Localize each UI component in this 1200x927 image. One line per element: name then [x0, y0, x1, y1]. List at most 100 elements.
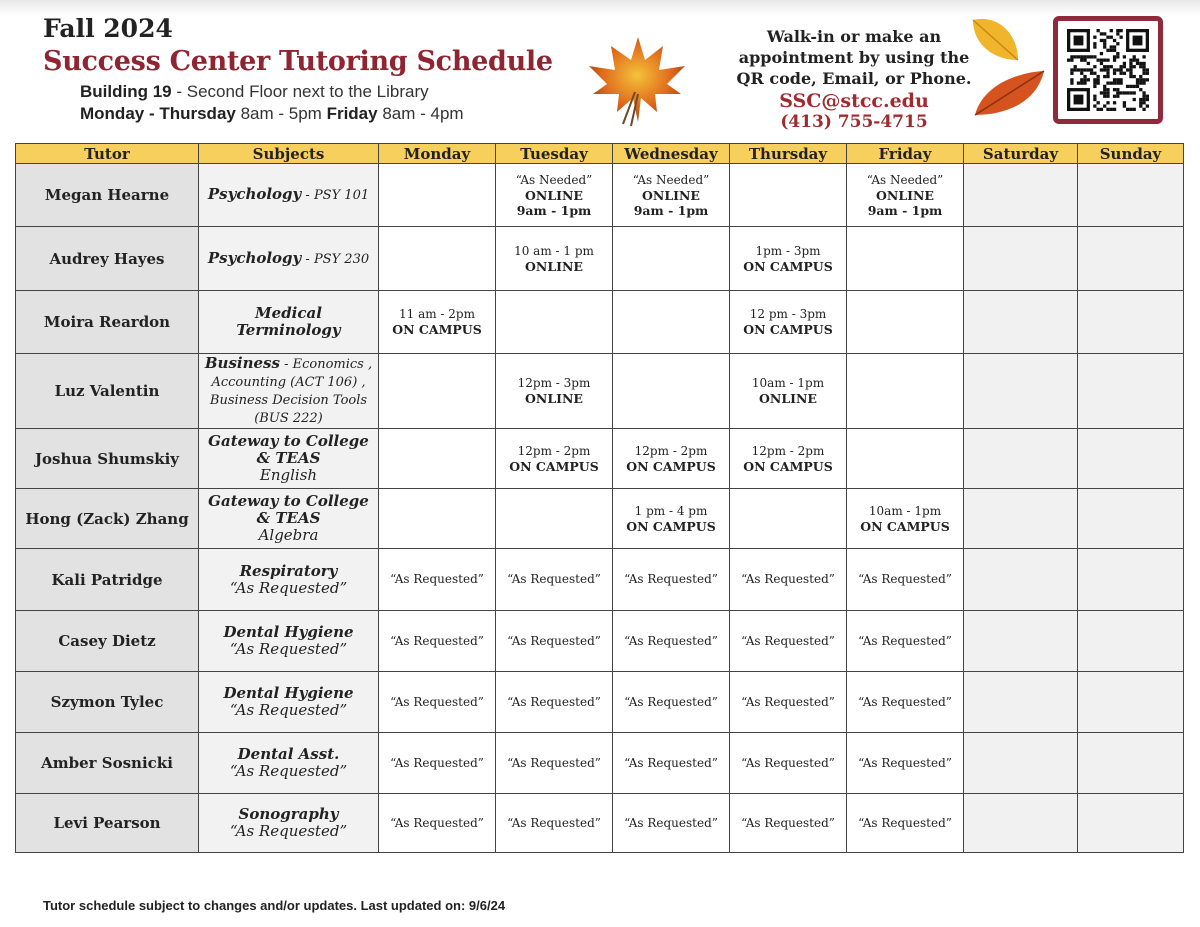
contact-email[interactable]: SSC@stcc.edu [779, 90, 929, 112]
table-row: Casey Dietz Dental Hygiene “As Requested” “… [15, 610, 1184, 672]
schedule-cell-wednesday: “As Requested” [612, 610, 730, 672]
schedule-cell-saturday [963, 226, 1078, 291]
table-row: Joshua Shumskiy Gateway to College & TEAS… [15, 428, 1184, 489]
schedule-cell-thursday: 12 pm - 3pm ON CAMPUS [729, 290, 847, 354]
schedule-cell-saturday [963, 732, 1078, 794]
top-shade [0, 0, 1200, 16]
hours-weekday: 8am - 5pm [235, 104, 327, 123]
subject-main: Dental Hygiene [223, 684, 354, 702]
column-header-tutor: Tutor [15, 143, 199, 164]
table-row: Moira Reardon Medical Terminology 11 am - … [15, 290, 1184, 354]
session-mode: ON CAMPUS [392, 322, 482, 337]
subject-cell: Dental Asst. “As Requested” [198, 732, 379, 794]
tutor-name: Hong (Zack) Zhang [15, 488, 199, 549]
schedule-cell-tuesday: 12pm - 2pm ON CAMPUS [495, 428, 613, 489]
schedule-cell-monday: 11 am - 2pm ON CAMPUS [378, 290, 496, 354]
schedule-cell-friday: 10am - 1pm ON CAMPUS [846, 488, 964, 549]
session-time: “As Requested” [390, 755, 484, 770]
subject-detail: - PSY 101 [301, 188, 370, 203]
session-note: “As Needed” [515, 172, 593, 187]
schedule-cell-sunday [1077, 290, 1184, 354]
footer-note: Tutor schedule subject to changes and/or… [43, 898, 506, 913]
schedule-cell-friday [846, 226, 964, 291]
session-mode: ON CAMPUS [743, 258, 833, 274]
schedule-cell-monday: “As Requested” [378, 732, 496, 794]
schedule-cell-monday [378, 353, 496, 429]
subject-detail: - PSY 230 [301, 251, 370, 267]
schedule-cell-wednesday: “As Needed” ONLINE 9am - 1pm [612, 163, 730, 227]
schedule-cell-thursday: 1pm - 3pm ON CAMPUS [729, 226, 847, 291]
contact-line-1: Walk-in or make an [766, 27, 942, 46]
subject-detail: “As Requested” [229, 701, 348, 719]
session-time: “As Requested” [741, 694, 835, 709]
location-detail: - Second Floor next to the Library [171, 82, 429, 101]
schedule-cell-sunday [1077, 163, 1184, 227]
schedule-cell-wednesday [612, 226, 730, 291]
schedule-cell-thursday: “As Requested” [729, 793, 847, 853]
session-time: 10am - 1pm [751, 376, 825, 390]
contact-phone[interactable]: (413) 755-4715 [780, 112, 928, 132]
subject-detail: “As Requested” [229, 822, 348, 840]
session-time: 1pm - 3pm [755, 243, 821, 258]
schedule-cell-friday [846, 353, 964, 429]
column-header-subjects: Subjects [198, 143, 379, 164]
tutor-name: Casey Dietz [15, 610, 199, 672]
subject-main: Psychology [207, 248, 302, 267]
schedule-cell-wednesday [612, 290, 730, 354]
location-line: Building 19 - Second Floor next to the L… [80, 82, 429, 102]
session-time: “As Requested” [390, 815, 484, 830]
session-mode: ON CAMPUS [626, 518, 716, 534]
session-time: 9am - 1pm [867, 202, 943, 218]
session-mode: ON CAMPUS [743, 322, 833, 337]
session-time: “As Requested” [624, 694, 718, 709]
schedule-cell-tuesday [495, 290, 613, 354]
column-header-tuesday: Tuesday [495, 143, 613, 164]
column-header-saturday: Saturday [963, 143, 1078, 164]
column-header-wednesday: Wednesday [612, 143, 730, 164]
session-time: 12pm - 2pm [517, 443, 591, 458]
subject-main: Dental Asst. [237, 745, 340, 763]
tutor-name: Audrey Hayes [15, 226, 199, 291]
schedule-cell-tuesday: “As Requested” [495, 732, 613, 794]
schedule-cell-monday: “As Requested” [378, 671, 496, 733]
qr-code-pattern [1067, 29, 1149, 111]
schedule-cell-friday: “As Needed” ONLINE 9am - 1pm [846, 163, 964, 227]
session-time: “As Requested” [507, 633, 601, 648]
session-time: “As Requested” [507, 755, 601, 770]
tutor-name: Szymon Tylec [15, 671, 199, 733]
column-header-thursday: Thursday [729, 143, 847, 164]
table-row: Amber Sosnicki Dental Asst. “As Requested”… [15, 732, 1184, 794]
schedule-cell-sunday [1077, 488, 1184, 549]
schedule-cell-thursday: “As Requested” [729, 732, 847, 794]
subject-cell: Dental Hygiene “As Requested” [198, 610, 379, 672]
column-header-monday: Monday [378, 143, 496, 164]
session-time: “As Requested” [741, 572, 835, 586]
subject-main: Business [204, 354, 280, 372]
qr-code[interactable] [1053, 16, 1163, 124]
schedule-cell-thursday: “As Requested” [729, 548, 847, 611]
table-row: Levi Pearson Sonography “As Requested” “As … [15, 793, 1184, 853]
schedule-cell-sunday [1077, 732, 1184, 794]
session-time: “As Requested” [741, 755, 835, 770]
tutor-name: Moira Reardon [15, 290, 199, 354]
page-title: Success Center Tutoring Schedule [43, 46, 553, 77]
schedule-cell-saturday [963, 548, 1078, 611]
subject-cell: Dental Hygiene “As Requested” [198, 671, 379, 733]
session-mode: ONLINE [525, 258, 583, 274]
tutor-name: Amber Sosnicki [15, 732, 199, 794]
session-note: “As Needed” [866, 172, 944, 187]
schedule-cell-wednesday [612, 353, 730, 429]
schedule-cell-monday [378, 163, 496, 227]
contact-line-2: appointment by using the [738, 48, 970, 67]
session-time: 11 am - 2pm [399, 307, 475, 321]
schedule-cell-friday: “As Requested” [846, 610, 964, 672]
schedule-cell-thursday [729, 163, 847, 227]
session-time: 10am - 1pm [868, 503, 942, 518]
schedule-cell-tuesday: “As Requested” [495, 671, 613, 733]
session-time: “As Requested” [858, 633, 952, 648]
subject-cell: Psychology - PSY 101 [198, 163, 379, 227]
session-mode: ON CAMPUS [509, 458, 599, 474]
session-time: “As Requested” [390, 633, 484, 648]
subject-cell: Respiratory “As Requested” [198, 548, 379, 611]
session-time: “As Requested” [507, 815, 601, 830]
